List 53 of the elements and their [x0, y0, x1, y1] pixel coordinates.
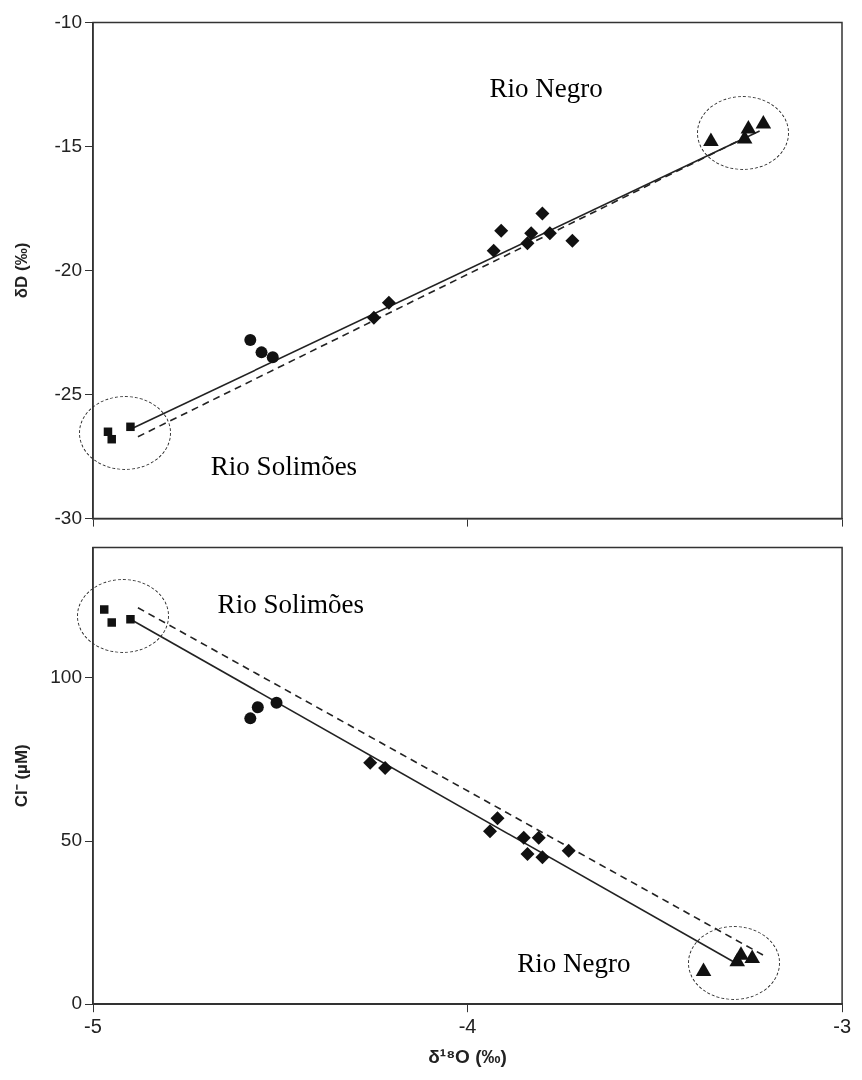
- point: [542, 226, 557, 241]
- y-axis-title: Cl⁻ (µM): [11, 744, 31, 808]
- annotation: Rio Negro: [517, 947, 631, 978]
- point: [520, 847, 535, 862]
- point: [740, 120, 757, 134]
- x-axis-title: δ¹⁸O (‰): [428, 1045, 507, 1067]
- point: [520, 236, 535, 251]
- point: [107, 434, 116, 444]
- point: [126, 422, 135, 432]
- y-tick-label: -30: [54, 506, 82, 528]
- point: [244, 333, 257, 346]
- point: [244, 712, 257, 725]
- y-tick-label: 0: [71, 992, 82, 1014]
- point: [755, 115, 772, 129]
- point: [490, 811, 505, 826]
- y-tick-label: -20: [54, 258, 82, 280]
- point: [126, 614, 135, 624]
- y-tick-label: -10: [54, 10, 82, 32]
- point: [565, 233, 580, 248]
- annotation: Rio Solimões: [217, 588, 364, 619]
- y-axis-title: δD (‰): [11, 242, 31, 299]
- point: [255, 346, 268, 359]
- point: [516, 830, 531, 845]
- point: [378, 760, 393, 775]
- y-tick-label: 50: [60, 829, 82, 851]
- y-tick-label: -25: [54, 382, 82, 404]
- point: [107, 618, 116, 627]
- point: [531, 830, 546, 845]
- x-tick-label: -5: [84, 1014, 102, 1037]
- annotation: Rio Negro: [489, 73, 603, 104]
- y-tick-label: 100: [50, 666, 82, 688]
- point: [561, 843, 576, 858]
- x-tick-label: -4: [458, 1014, 477, 1037]
- point: [99, 605, 109, 614]
- point: [381, 295, 396, 310]
- point: [524, 226, 539, 241]
- point: [366, 310, 381, 325]
- point: [535, 850, 550, 865]
- point: [733, 946, 749, 960]
- point: [363, 755, 378, 770]
- point: [483, 824, 498, 839]
- point: [535, 206, 550, 221]
- point: [486, 243, 501, 258]
- point: [703, 132, 719, 146]
- point: [251, 701, 264, 714]
- x-tick-label: -3: [833, 1014, 852, 1037]
- point: [695, 962, 712, 977]
- point: [494, 223, 509, 238]
- point: [266, 351, 279, 364]
- point: [270, 696, 283, 709]
- annotation: Rio Solimões: [210, 451, 358, 482]
- y-tick-label: -15: [54, 134, 82, 156]
- point: [744, 949, 761, 964]
